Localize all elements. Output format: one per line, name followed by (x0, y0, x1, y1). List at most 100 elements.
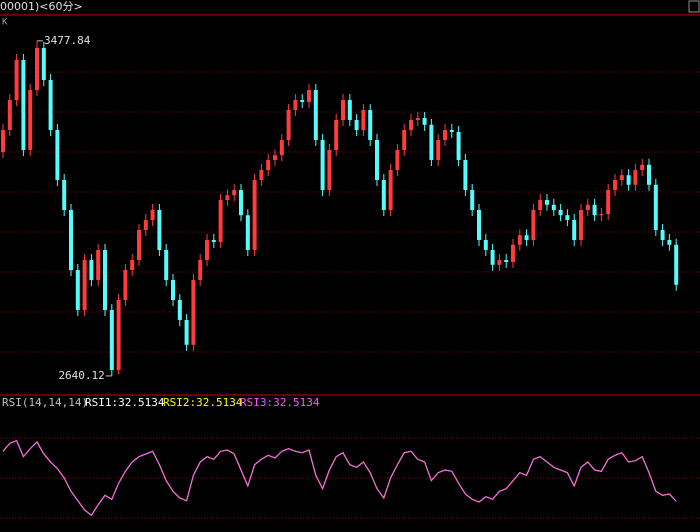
candle-body (599, 214, 604, 216)
candle-body (558, 210, 563, 216)
candle-body (368, 110, 373, 140)
candle-body (606, 190, 611, 214)
candle-body (279, 140, 284, 156)
candle-body (14, 60, 19, 100)
candle-body (320, 140, 325, 190)
candle-body (538, 200, 543, 210)
candle-body (266, 160, 271, 170)
legend-entry: RSI2:32.5134 (163, 396, 243, 409)
candle-body (41, 48, 46, 80)
candle-body (171, 280, 175, 300)
candle-body (48, 80, 53, 130)
candle-body (443, 130, 447, 140)
candle-body (96, 250, 101, 280)
candle-body (361, 110, 366, 130)
candle-body (327, 150, 332, 190)
candle-body (177, 300, 182, 320)
candle-body (35, 48, 39, 90)
candle-body (150, 210, 155, 220)
candle-body (205, 240, 209, 260)
candle-body (273, 155, 277, 160)
candle-body (225, 195, 230, 200)
candle-body (524, 235, 529, 240)
candle-body (409, 120, 413, 130)
candle-body (381, 180, 386, 210)
window-title: 00001)<60分> (0, 0, 83, 13)
candle-body (585, 204, 590, 210)
candle-body (341, 100, 345, 120)
candle-body (307, 90, 311, 102)
candle-body (28, 90, 33, 150)
candle-body (137, 230, 141, 260)
candle-body (449, 130, 454, 132)
indicator-title: RSI(14,14,14) (2, 396, 88, 409)
candle-body (191, 280, 196, 345)
candle-body (164, 250, 169, 280)
candle-body (626, 175, 631, 185)
candle-body (62, 180, 67, 210)
candle-body (422, 118, 427, 125)
candle-body (375, 140, 379, 180)
candle-body (334, 120, 339, 150)
candle-body (21, 60, 26, 150)
candle-body (157, 210, 162, 250)
candle-body (55, 130, 60, 180)
candle-body (531, 210, 536, 240)
candle-body (613, 180, 617, 190)
candle-body (504, 260, 509, 262)
candle-body (545, 200, 549, 205)
window-icon[interactable] (688, 0, 700, 13)
candle-body (252, 180, 257, 250)
candle-body (456, 132, 461, 160)
candle-body (633, 170, 638, 185)
candle-body (354, 120, 359, 130)
candle-body (69, 210, 73, 270)
candle-body (497, 260, 502, 265)
candle-body (313, 90, 318, 140)
candle-body (490, 250, 495, 265)
candle-body (103, 250, 107, 310)
candle-body (436, 140, 441, 160)
candle-body (647, 164, 651, 185)
rsi-line (2, 440, 677, 517)
candle-body (463, 160, 468, 190)
candle-body (653, 184, 658, 230)
max-price-label: 3477.84 (44, 34, 91, 47)
candle-body (130, 260, 135, 270)
candle-body (184, 320, 189, 345)
candle-body (218, 200, 223, 242)
candle-body (109, 310, 114, 370)
candle-body (483, 240, 488, 250)
legend-entry: RSI3:32.5134 (240, 396, 320, 409)
candle-body (1, 130, 5, 152)
candle-body (259, 170, 264, 180)
candle-body (402, 130, 407, 150)
candle-body (286, 110, 291, 140)
candle-body (660, 230, 665, 240)
candle-body (293, 100, 298, 110)
candle-body (565, 215, 570, 220)
candle-body (211, 240, 216, 242)
min-price-label: 2640.12 (58, 369, 104, 382)
candle-body (347, 100, 352, 120)
candle-body (232, 190, 237, 196)
candle-body (82, 260, 87, 310)
candle-body (300, 100, 305, 102)
candle-body (395, 150, 400, 170)
candle-body (579, 210, 583, 240)
candle-body (415, 118, 420, 120)
candle-body (429, 124, 434, 160)
candle-body (470, 190, 475, 210)
candle-body (245, 215, 250, 250)
candle-body (477, 210, 481, 240)
candle-body (7, 100, 12, 130)
candle-body (592, 204, 597, 216)
candle-body (511, 244, 515, 262)
panel-label: K (2, 18, 8, 28)
candle-body (143, 220, 148, 230)
candle-body (517, 235, 522, 245)
legend-entry: RSI1:32.5134 (85, 396, 165, 409)
